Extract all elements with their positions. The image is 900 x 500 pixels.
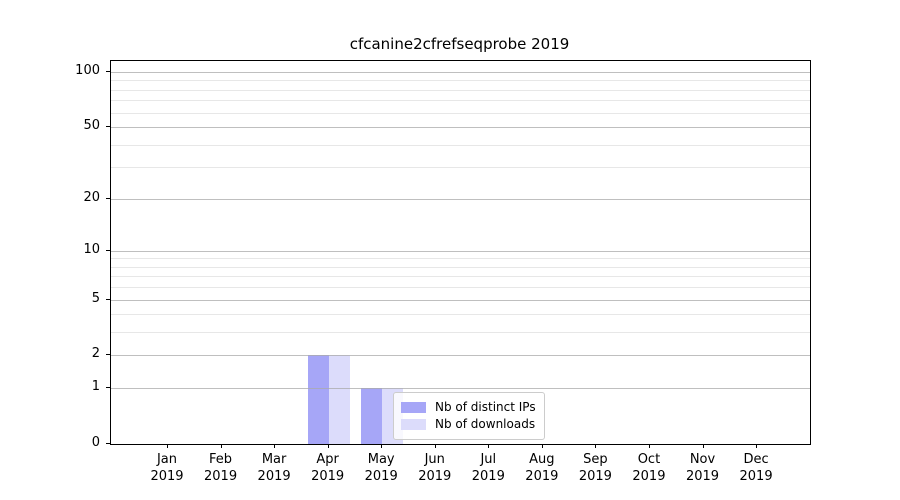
- x-tick-mark-oct: [648, 444, 650, 448]
- y-tick-label-20: 20: [83, 189, 100, 205]
- y-tick-label-0: 0: [91, 435, 100, 450]
- bar-distinct-ips-may: [361, 388, 383, 444]
- bar-downloads-apr: [328, 355, 350, 444]
- gridline-y-minor-3: [111, 332, 810, 334]
- y-tick-label-10: 10: [83, 241, 100, 257]
- plot-area: [110, 60, 811, 445]
- gridline-y-50: [111, 127, 810, 129]
- x-tick-mark-may: [381, 444, 383, 448]
- x-tick-mark-apr: [327, 444, 329, 448]
- gridline-y-minor-80: [111, 89, 810, 91]
- x-tick-label-mar: Mar 2019: [257, 452, 291, 484]
- x-tick-mark-aug: [541, 444, 543, 448]
- gridline-y-minor-4: [111, 314, 810, 316]
- x-tick-label-oct: Oct 2019: [632, 452, 666, 484]
- x-tick-label-aug: Aug 2019: [525, 452, 559, 484]
- legend-swatch-downloads: [401, 419, 426, 430]
- gridline-y-minor-8: [111, 266, 810, 268]
- x-tick-mark-jul: [488, 444, 490, 448]
- legend-row-distinct-ips: Nb of distinct IPs: [401, 400, 536, 415]
- x-tick-label-feb: Feb 2019: [204, 452, 238, 484]
- y-tick-mark-100: [106, 71, 110, 72]
- gridline-y-minor-70: [111, 100, 810, 102]
- x-tick-mark-nov: [702, 444, 704, 448]
- y-tick-mark-50: [106, 126, 110, 128]
- y-tick-label-5: 5: [91, 290, 100, 306]
- x-tick-mark-jan: [167, 444, 168, 448]
- gridline-y-100: [111, 72, 810, 73]
- legend-label-distinct-ips: Nb of distinct IPs: [435, 400, 536, 414]
- gridline-y-minor-40: [111, 144, 810, 146]
- x-tick-label-may: May 2019: [364, 452, 398, 484]
- x-tick-label-sep: Sep 2019: [578, 452, 612, 484]
- x-tick-label-nov: Nov 2019: [685, 452, 720, 484]
- y-tick-mark-5: [106, 298, 110, 300]
- y-tick-mark-10: [106, 249, 110, 251]
- y-tick-label-100: 100: [75, 63, 100, 78]
- legend-label-downloads: Nb of downloads: [435, 417, 536, 431]
- x-tick-label-jan: Jan 2019: [150, 452, 184, 484]
- bar-distinct-ips-apr: [307, 355, 329, 444]
- gridline-y-minor-6: [111, 287, 810, 289]
- x-tick-mark-mar: [274, 444, 276, 448]
- x-tick-label-apr: Apr 2019: [311, 452, 345, 484]
- y-tick-label-2: 2: [91, 346, 100, 362]
- gridline-y-1: [111, 388, 810, 390]
- x-tick-label-jun: Jun 2019: [418, 452, 452, 484]
- y-tick-label-50: 50: [83, 118, 100, 134]
- gridline-y-20: [111, 198, 810, 200]
- gridline-y-minor-30: [111, 167, 810, 169]
- gridline-y-minor-9: [111, 258, 810, 260]
- gridline-y-minor-90: [111, 80, 810, 82]
- y-tick-mark-20: [106, 197, 110, 199]
- x-tick-mark-dec: [756, 444, 758, 448]
- legend: Nb of distinct IPs Nb of downloads: [393, 392, 545, 440]
- gridline-y-minor-7: [111, 276, 810, 278]
- x-tick-mark-sep: [595, 444, 597, 448]
- gridline-y-5: [111, 299, 810, 301]
- y-tick-mark-0: [106, 443, 110, 444]
- x-tick-label-dec: Dec 2019: [739, 452, 773, 484]
- y-tick-mark-1: [106, 387, 110, 389]
- gridline-y-10: [111, 250, 810, 252]
- x-tick-mark-jun: [434, 444, 436, 448]
- legend-swatch-distinct-ips: [401, 402, 426, 413]
- x-tick-mark-feb: [220, 444, 222, 448]
- legend-row-downloads: Nb of downloads: [401, 417, 536, 432]
- gridline-y-minor-60: [111, 112, 810, 114]
- y-tick-label-1: 1: [91, 379, 100, 395]
- gridline-y-2: [111, 355, 810, 357]
- x-tick-label-jul: Jul 2019: [471, 452, 505, 484]
- y-tick-mark-2: [106, 354, 110, 356]
- chart-title: cfcanine2cfrefseqprobe 2019: [349, 35, 570, 53]
